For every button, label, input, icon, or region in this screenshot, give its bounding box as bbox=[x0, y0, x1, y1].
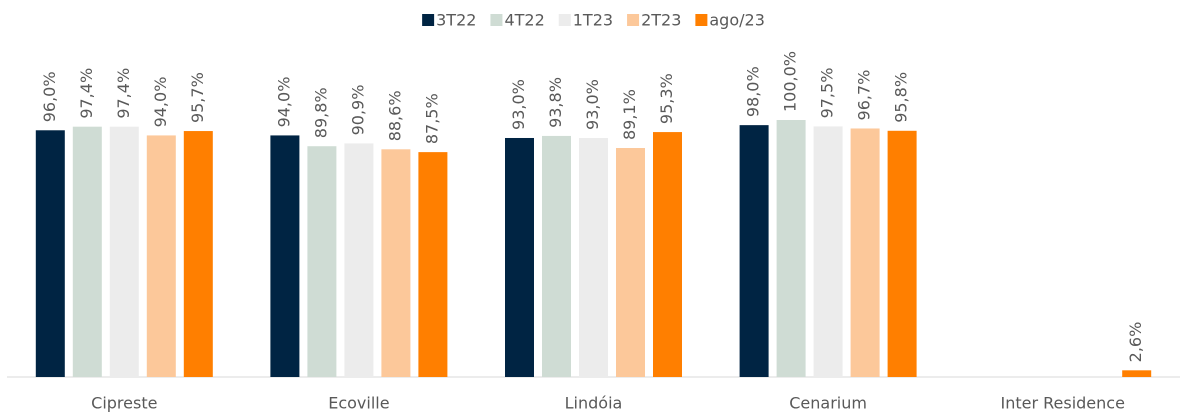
data-label: 89,8% bbox=[311, 87, 330, 138]
bar bbox=[616, 148, 645, 377]
data-label: 88,6% bbox=[385, 90, 404, 141]
bar bbox=[739, 125, 769, 377]
data-label: 96,0% bbox=[40, 71, 59, 122]
bar bbox=[183, 131, 213, 377]
legend-label: 1T23 bbox=[573, 11, 613, 30]
data-label: 95,8% bbox=[892, 72, 911, 123]
bar bbox=[109, 126, 139, 377]
bar bbox=[307, 146, 337, 377]
data-label: 96,7% bbox=[855, 70, 874, 121]
bar bbox=[850, 128, 880, 377]
data-label: 90,9% bbox=[348, 85, 367, 136]
bar bbox=[887, 130, 917, 377]
data-label: 97,4% bbox=[77, 68, 96, 119]
data-label: 87,5% bbox=[422, 93, 441, 144]
data-label: 97,4% bbox=[114, 68, 133, 119]
legend-swatch bbox=[558, 14, 571, 26]
bar bbox=[270, 135, 300, 377]
legend-swatch bbox=[422, 14, 435, 26]
bar bbox=[381, 149, 411, 377]
data-label: 98,0% bbox=[744, 66, 763, 117]
data-label: 100,0% bbox=[781, 51, 800, 112]
legend-swatch bbox=[490, 14, 503, 26]
bar bbox=[418, 152, 448, 377]
data-label: 94,0% bbox=[151, 77, 170, 128]
bar bbox=[35, 130, 65, 377]
bar bbox=[813, 126, 843, 377]
x-tick-label: Cenarium bbox=[789, 394, 867, 413]
legend-label: 2T23 bbox=[641, 11, 681, 30]
data-label: 95,7% bbox=[188, 72, 207, 123]
bar bbox=[72, 126, 102, 377]
bar bbox=[344, 143, 374, 377]
data-label: 93,8% bbox=[546, 77, 565, 128]
x-tick-label: Inter Residence bbox=[1000, 394, 1124, 413]
bar bbox=[776, 120, 806, 377]
legend-label: ago/23 bbox=[709, 11, 765, 30]
legend-label: 3T22 bbox=[436, 11, 476, 30]
data-label: 95,3% bbox=[657, 73, 676, 124]
x-tick-label: Lindóia bbox=[565, 394, 623, 413]
data-label: 97,5% bbox=[818, 68, 837, 119]
data-label: 89,1% bbox=[620, 89, 639, 140]
data-label: 2,6% bbox=[1126, 322, 1145, 363]
x-tick-label: Cipreste bbox=[91, 394, 157, 413]
x-tick-label: Ecoville bbox=[328, 394, 389, 413]
bar bbox=[653, 132, 682, 377]
bar bbox=[1122, 370, 1152, 377]
legend-label: 4T22 bbox=[504, 11, 544, 30]
bar bbox=[579, 137, 608, 377]
legend-swatch bbox=[627, 14, 640, 26]
bar bbox=[146, 135, 176, 377]
bar bbox=[542, 135, 571, 377]
legend-swatch bbox=[695, 14, 708, 26]
data-label: 93,0% bbox=[583, 79, 602, 130]
data-label: 93,0% bbox=[509, 79, 528, 130]
bar bbox=[505, 137, 534, 377]
data-label: 94,0% bbox=[274, 77, 293, 128]
